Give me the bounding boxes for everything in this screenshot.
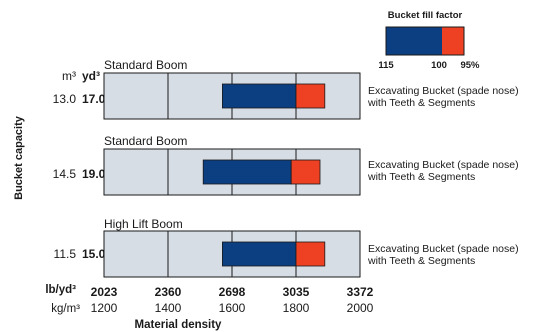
x-tick-metric: 1600 — [219, 301, 246, 315]
bar-fill-115-to-100 — [221, 241, 297, 267]
x-tick-imperial: 2698 — [219, 285, 246, 299]
panel-bucket-line-1: Excavating Bucket (spade nose) — [368, 243, 519, 255]
panel-bucket-line-2: with Teeth & Segments — [367, 171, 475, 183]
x-tick-metric: 1800 — [283, 301, 310, 315]
panel-bucket-line-2: with Teeth & Segments — [367, 255, 475, 267]
legend-title: Bucket fill factor — [388, 10, 463, 21]
panel-capacity-m3: 14.5 — [53, 167, 77, 181]
panel-capacity-m3: 13.0 — [53, 92, 77, 106]
capacity-unit-imperial: yd³ — [82, 69, 100, 83]
x-axis-title: Material density — [135, 319, 223, 331]
panel-capacity-yd3: 17.0 — [82, 92, 106, 106]
x-tick-imperial: 2023 — [91, 285, 118, 299]
panel-standard-boom-17: Standard Boom 13.0 17.0 Excavating Bucke… — [53, 58, 519, 120]
bar-fill-100-to-95 — [295, 241, 326, 267]
x-tick-imperial: 3035 — [283, 285, 310, 299]
y-axis-title: Bucket capacity — [13, 115, 25, 200]
panel-bucket-line-1: Excavating Bucket (spade nose) — [368, 159, 519, 171]
panel-bucket-line-2: with Teeth & Segments — [367, 97, 475, 109]
panel-bucket-line-1: Excavating Bucket (spade nose) — [368, 85, 519, 97]
x-tick-metric: 1200 — [91, 301, 118, 315]
density-unit-imperial: lb/yd³ — [45, 284, 76, 296]
panel-high-lift-boom-15: High Lift Boom 11.5 15.0 Excavating Buck… — [54, 217, 519, 278]
x-tick-imperial: 3372 — [347, 285, 374, 299]
panel-boom-label: Standard Boom — [104, 58, 187, 72]
bar-fill-115-to-100 — [221, 83, 297, 109]
panel-capacity-yd3: 15.0 — [82, 247, 106, 261]
legend-label-95: 95% — [460, 60, 480, 71]
legend-frame — [385, 26, 465, 56]
x-ticks-imperial: 2023 2360 2698 3035 3372 — [91, 285, 374, 299]
legend-swatch-100-95 — [442, 27, 464, 55]
bar-fill-100-to-95 — [295, 83, 326, 109]
legend-label-115: 115 — [378, 60, 394, 71]
panel-boom-label: Standard Boom — [104, 134, 187, 148]
bar-fill-100-to-95 — [290, 159, 321, 185]
panel-capacity-yd3: 19.0 — [82, 167, 106, 181]
legend-swatch-115-100 — [386, 27, 442, 55]
x-tick-metric: 2000 — [347, 301, 374, 315]
density-unit-metric: kg/m³ — [51, 303, 80, 315]
panel-boom-label: High Lift Boom — [104, 217, 183, 231]
legend: Bucket fill factor 115 100 95% — [378, 10, 480, 71]
bar-fill-115-to-100 — [202, 159, 292, 185]
legend-label-100: 100 — [431, 60, 447, 71]
x-tick-metric: 1400 — [155, 301, 182, 315]
x-ticks-metric: 1200 1400 1600 1800 2000 — [91, 301, 374, 315]
panel-standard-boom-19: Standard Boom 14.5 19.0 Excavating Bucke… — [53, 134, 519, 196]
capacity-unit-metric: m³ — [62, 69, 76, 83]
panel-capacity-m3: 11.5 — [54, 247, 77, 261]
x-tick-imperial: 2360 — [155, 285, 182, 299]
